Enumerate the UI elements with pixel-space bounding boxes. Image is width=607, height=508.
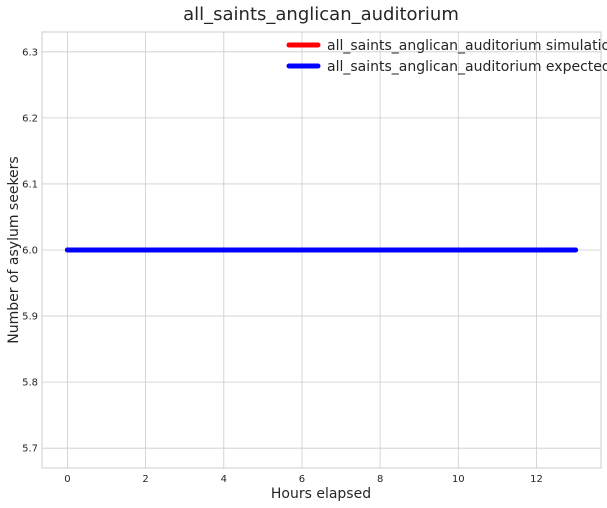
x-tick-label: 4 bbox=[221, 474, 227, 485]
y-tick-label: 5.9 bbox=[22, 312, 38, 323]
chart-title: all_saints_anglican_auditorium bbox=[183, 4, 459, 25]
x-tick-label: 6 bbox=[299, 474, 305, 485]
y-axis-label: Number of asylum seekers bbox=[6, 156, 22, 343]
legend-label: all_saints_anglican_auditorium simulatio… bbox=[327, 38, 607, 54]
y-tick-label: 5.8 bbox=[22, 378, 38, 389]
y-tick-label: 6.0 bbox=[22, 246, 38, 257]
x-axis-label: Hours elapsed bbox=[271, 486, 371, 502]
y-tick-label: 6.2 bbox=[22, 113, 38, 124]
x-tick-label: 10 bbox=[452, 474, 465, 485]
y-tick-label: 5.7 bbox=[22, 444, 38, 455]
x-tick-label: 12 bbox=[530, 474, 543, 485]
plot-area-frame bbox=[41, 31, 602, 469]
y-tick-label: 6.3 bbox=[22, 47, 38, 58]
tick-labels: 0 2 4 6 8 10 12 5.7 5.8 5.9 6.0 6.1 6.2 6.3 bbox=[22, 47, 543, 485]
legend: all_saints_anglican_auditorium simulatio… bbox=[286, 38, 607, 75]
legend-label: all_saints_anglican_auditorium expected bbox=[327, 59, 607, 75]
x-tick-label: 2 bbox=[142, 474, 148, 485]
y-tick-label: 6.1 bbox=[22, 179, 38, 190]
x-tick-label: 8 bbox=[377, 474, 383, 485]
x-tick-label: 0 bbox=[64, 474, 70, 485]
